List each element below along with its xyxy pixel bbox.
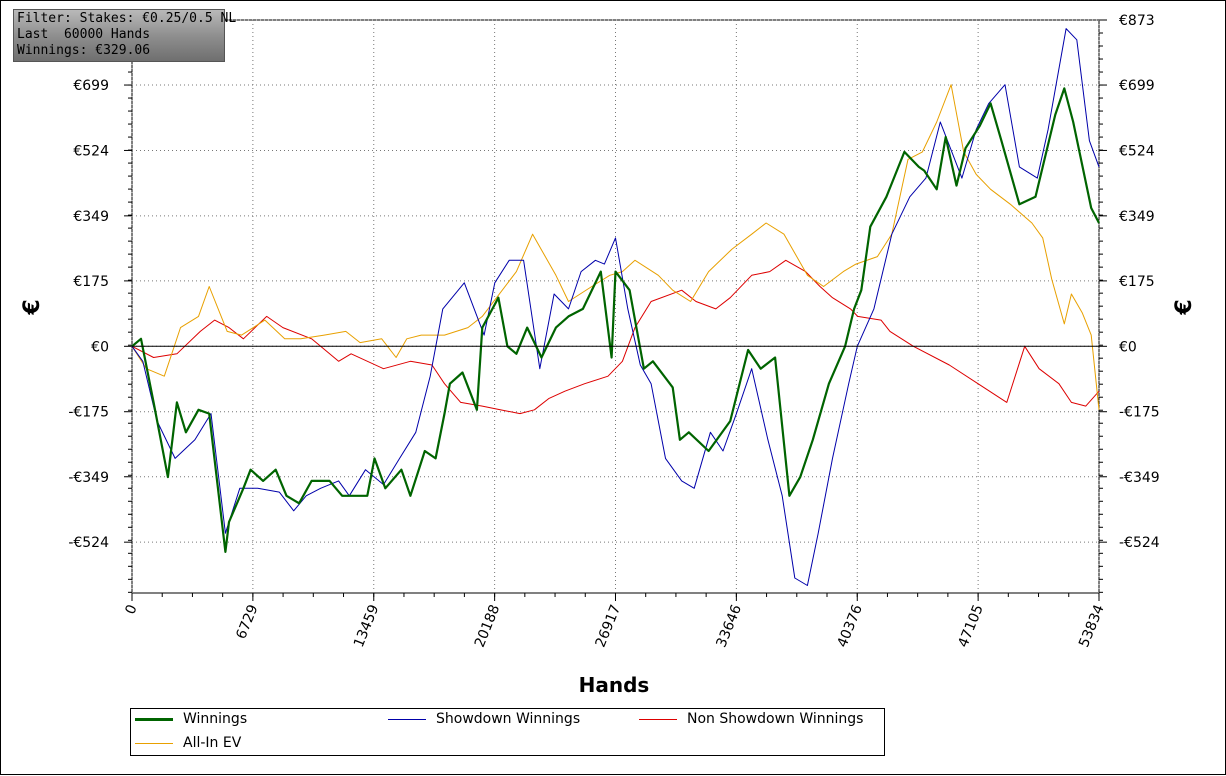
y-tick-label-right: €873 bbox=[1119, 13, 1155, 29]
x-axis-title: Hands bbox=[579, 673, 650, 697]
legend-label-winnings: Winnings bbox=[183, 711, 248, 727]
series-line-showdown-winnings bbox=[131, 28, 1100, 586]
filter-stakes-text: Filter: Stakes: €0.25/0.5 NL bbox=[17, 11, 237, 26]
legend-item-allin: All-In EV bbox=[135, 733, 241, 753]
filter-hands-text: Last 60000 Hands bbox=[17, 27, 151, 42]
series-line-winnings bbox=[131, 87, 1100, 554]
y-tick-label-left: -€524 bbox=[68, 535, 109, 551]
y-axis-left-labels: €873€699€524€349€175€0-€175-€349-€524 bbox=[68, 13, 109, 551]
y-tick-label-right: -€175 bbox=[1119, 405, 1160, 421]
filter-info-box: Filter: Stakes: €0.25/0.5 NL Last 60000 … bbox=[13, 9, 237, 62]
series-line-non-showdown-winnings bbox=[131, 259, 1100, 415]
y-tick-label-left: €175 bbox=[73, 274, 109, 290]
x-tick-label: 13459 bbox=[351, 603, 383, 650]
legend-label-showdown: Showdown Winnings bbox=[436, 711, 581, 727]
grid-layer bbox=[124, 19, 1107, 601]
series-layer bbox=[131, 28, 1100, 586]
legend-swatch-non-showdown bbox=[639, 718, 677, 720]
y-axis-title-right: € bbox=[1172, 299, 1197, 315]
y-tick-label-right: €0 bbox=[1119, 339, 1137, 355]
y-tick-label-right: -€524 bbox=[1119, 535, 1160, 551]
x-tick-label: 53834 bbox=[1076, 602, 1108, 649]
y-tick-label-right: €524 bbox=[1119, 143, 1155, 159]
legend-label-non-showdown: Non Showdown Winnings bbox=[687, 711, 864, 727]
x-tick-label: 20188 bbox=[472, 603, 504, 650]
minor-tick-layer bbox=[128, 19, 1103, 597]
legend-item-winnings: Winnings bbox=[135, 709, 247, 729]
x-axis-labels: 0 6729 13459 20188 26917 33646 40376 47105 53834 bbox=[123, 602, 1108, 649]
legend-swatch-winnings bbox=[135, 717, 173, 721]
legend-item-non-showdown: Non Showdown Winnings bbox=[639, 709, 863, 729]
x-tick-label: 33646 bbox=[714, 602, 746, 649]
y-tick-label-left: €699 bbox=[73, 78, 109, 94]
filter-winnings-text: Winnings: €329.06 bbox=[17, 43, 151, 58]
y-tick-label-left: -€175 bbox=[68, 405, 109, 421]
y-tick-label-left: €0 bbox=[91, 339, 109, 355]
legend-swatch-showdown bbox=[388, 718, 426, 720]
y-tick-label-right: -€349 bbox=[1119, 470, 1160, 486]
legend-swatch-allin bbox=[135, 742, 173, 744]
series-line-all-in-ev bbox=[131, 84, 1100, 410]
plot-area-frame bbox=[131, 19, 1100, 594]
chart-legend: Winnings Showdown Winnings Non Showdown … bbox=[130, 708, 885, 756]
y-tick-label-right: €699 bbox=[1119, 78, 1155, 94]
x-tick-label: 47105 bbox=[955, 603, 987, 650]
y-tick-label-right: €175 bbox=[1119, 274, 1155, 290]
x-tick-label: 6729 bbox=[233, 603, 261, 642]
y-tick-label-right: €349 bbox=[1119, 209, 1155, 225]
y-tick-label-left: €524 bbox=[73, 143, 109, 159]
legend-item-showdown: Showdown Winnings bbox=[388, 709, 580, 729]
x-tick-label: 26917 bbox=[593, 603, 625, 650]
x-tick-label: 40376 bbox=[834, 602, 866, 649]
legend-label-allin: All-In EV bbox=[183, 735, 242, 751]
y-tick-label-left: €349 bbox=[73, 209, 109, 225]
y-tick-label-left: -€349 bbox=[68, 470, 109, 486]
y-axis-title-left: € bbox=[20, 299, 45, 315]
y-axis-right-labels: €873 €699 €524 €349 €175 €0 -€175 -€349 -€524 bbox=[1119, 13, 1160, 551]
x-tick-label: 0 bbox=[123, 603, 141, 617]
